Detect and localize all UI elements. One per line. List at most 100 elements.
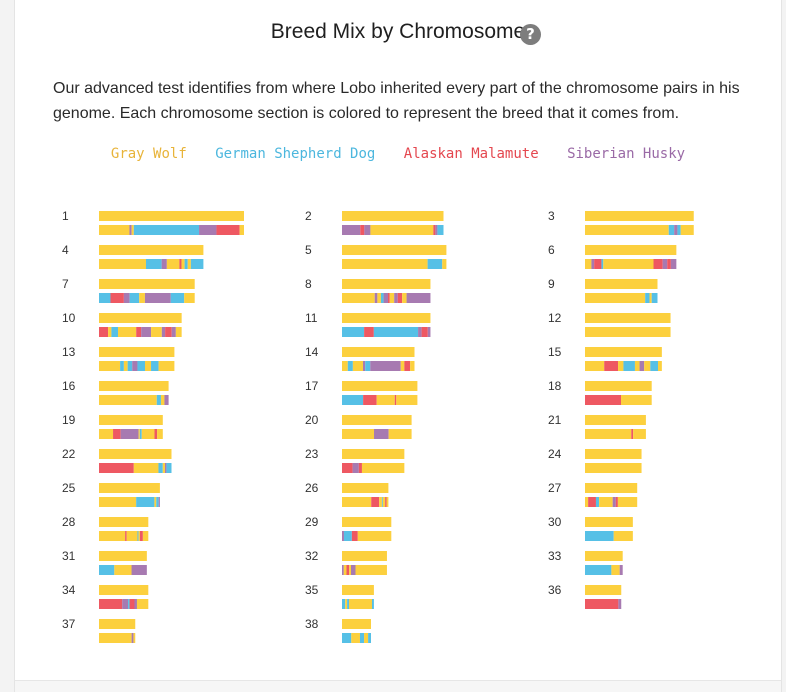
chr-10-copy-2-segment-10 [171, 327, 176, 337]
chr-28-copy-2-segment-5 [138, 531, 140, 541]
chromosome-label-21: 21 [548, 413, 562, 427]
chr-34-copy-2-segment-3 [128, 599, 130, 609]
question-circle-icon[interactable]: ? [520, 24, 541, 45]
chr-11-copy-2-segment-6 [427, 327, 431, 337]
chr-10-copy-2-segment-8 [161, 327, 166, 337]
chr-35-copy-1-segment-1 [342, 585, 374, 595]
chromosome-label-32: 32 [305, 549, 319, 563]
chr-8-copy-2-segment-3 [377, 293, 381, 303]
chr-38-copy-2-segment-2 [351, 633, 360, 643]
breed-mix-card: Breed Mix by Chromosome ? Our advanced t… [14, 0, 782, 680]
chromosome-label-37: 37 [62, 617, 76, 631]
chr-37-copy-2-segment-3 [133, 633, 136, 643]
chr-8-copy-2-segment-2 [374, 293, 378, 303]
chr-16-copy-1-segment-1 [99, 381, 169, 391]
chr-31-copy-1-segment-1 [99, 551, 147, 561]
chr-8-copy-2-segment-10 [402, 293, 407, 303]
chr-35-copy-2-segment-5 [371, 599, 374, 609]
chr-36-copy-1-segment-1 [585, 585, 622, 595]
chr-30-copy-2-segment-1 [585, 531, 614, 541]
chr-29-copy-1-segment-1 [342, 517, 392, 527]
chr-22-copy-2-segment-1 [99, 463, 134, 473]
chr-22-copy-2-segment-6 [166, 463, 172, 473]
chr-11-copy-2-segment-4 [418, 327, 422, 337]
chromosome-label-36: 36 [548, 583, 562, 597]
chr-8-copy-2-segment-6 [387, 293, 390, 303]
chr-27-copy-2-segment-5 [612, 497, 616, 507]
chr-21-copy-2-segment-2 [631, 429, 634, 439]
chr-6-copy-2-segment-4 [601, 259, 604, 269]
chr-24-copy-1-segment-1 [585, 449, 642, 459]
chr-15-copy-2-segment-1 [585, 361, 605, 371]
chr-4-copy-2-segment-1 [99, 259, 146, 269]
chr-4-copy-2-segment-2 [145, 259, 162, 269]
chr-9-copy-2-segment-2 [645, 293, 650, 303]
chr-27-copy-2-segment-3 [595, 497, 600, 507]
chr-22-copy-2-segment-5 [164, 463, 167, 473]
chr-19-copy-2-segment-1 [99, 429, 114, 439]
chr-4-copy-2-segment-5 [179, 259, 182, 269]
chromosome-label-29: 29 [305, 515, 319, 529]
chr-22-copy-2-segment-4 [162, 463, 165, 473]
chr-8-copy-2-segment-11 [406, 293, 431, 303]
chr-4-copy-2-segment-4 [166, 259, 180, 269]
chr-25-copy-2-segment-1 [99, 497, 137, 507]
chr-32-copy-2-segment-2 [343, 565, 347, 575]
chr-32-copy-2-segment-4 [349, 565, 351, 575]
chr-2-copy-2-segment-2 [360, 225, 365, 235]
chromosome-label-8: 8 [305, 277, 312, 291]
chr-27-copy-2-segment-2 [588, 497, 596, 507]
chr-26-copy-2-segment-6 [385, 497, 387, 507]
chr-14-copy-2-segment-7 [400, 361, 405, 371]
chr-8-copy-2-segment-9 [397, 293, 403, 303]
chr-34-copy-2-segment-2 [122, 599, 129, 609]
chr-14-copy-2-segment-8 [404, 361, 411, 371]
chr-16-copy-2-segment-1 [99, 395, 157, 405]
chr-7-copy-2-segment-8 [184, 293, 195, 303]
chromosome-label-17: 17 [305, 379, 319, 393]
chart-legend: Gray Wolf German Shepherd Dog Alaskan Ma… [15, 146, 781, 162]
chr-1-copy-2-segment-7 [239, 225, 244, 235]
chr-4-copy-2-segment-7 [184, 259, 188, 269]
chr-23-copy-2-segment-3 [358, 463, 362, 473]
chr-28-copy-1-segment-1 [99, 517, 149, 527]
chr-20-copy-2-segment-1 [342, 429, 375, 439]
chr-14-copy-2-segment-1 [342, 361, 348, 371]
chromosome-label-11: 11 [305, 311, 318, 325]
chr-34-copy-2-segment-1 [99, 599, 123, 609]
chr-19-copy-2-segment-2 [113, 429, 121, 439]
chr-20-copy-2-segment-2 [374, 429, 389, 439]
chr-26-copy-2-segment-4 [381, 497, 383, 507]
chr-11-copy-2-segment-5 [421, 327, 428, 337]
chr-13-copy-2-segment-7 [144, 361, 152, 371]
chr-27-copy-2-segment-4 [599, 497, 613, 507]
chromosome-label-2: 2 [305, 209, 312, 223]
chr-6-copy-2-segment-7 [662, 259, 668, 269]
chr-3-copy-2-segment-5 [680, 225, 694, 235]
chr-12-copy-1-segment-1 [585, 313, 671, 323]
chr-28-copy-2-segment-2 [125, 531, 127, 541]
chr-23-copy-2-segment-4 [361, 463, 405, 473]
chr-16-copy-2-segment-2 [156, 395, 161, 405]
chromosome-label-23: 23 [305, 447, 319, 461]
chr-32-copy-2-segment-1 [342, 565, 344, 575]
chr-25-copy-2-segment-2 [136, 497, 155, 507]
chr-27-copy-2-segment-7 [617, 497, 638, 507]
legend-alaskan-malamute: Alaskan Malamute [403, 146, 539, 162]
chr-1-copy-2-segment-1 [99, 225, 130, 235]
chr-7-copy-2-segment-7 [170, 293, 185, 303]
chr-9-copy-1-segment-1 [585, 279, 658, 289]
chr-35-copy-2-segment-1 [342, 599, 346, 609]
chromosome-label-19: 19 [62, 413, 76, 427]
chr-9-copy-2-segment-3 [649, 293, 652, 303]
chromosome-label-24: 24 [548, 447, 562, 461]
chr-15-copy-2-segment-7 [644, 361, 651, 371]
chromosome-label-12: 12 [548, 311, 562, 325]
chr-2-copy-2-segment-4 [370, 225, 434, 235]
chr-8-copy-1-segment-1 [342, 279, 431, 289]
chr-33-copy-2-segment-1 [585, 565, 612, 575]
chr-26-copy-2-segment-3 [379, 497, 382, 507]
chr-25-copy-2-segment-4 [156, 497, 159, 507]
chr-23-copy-2-segment-2 [352, 463, 359, 473]
